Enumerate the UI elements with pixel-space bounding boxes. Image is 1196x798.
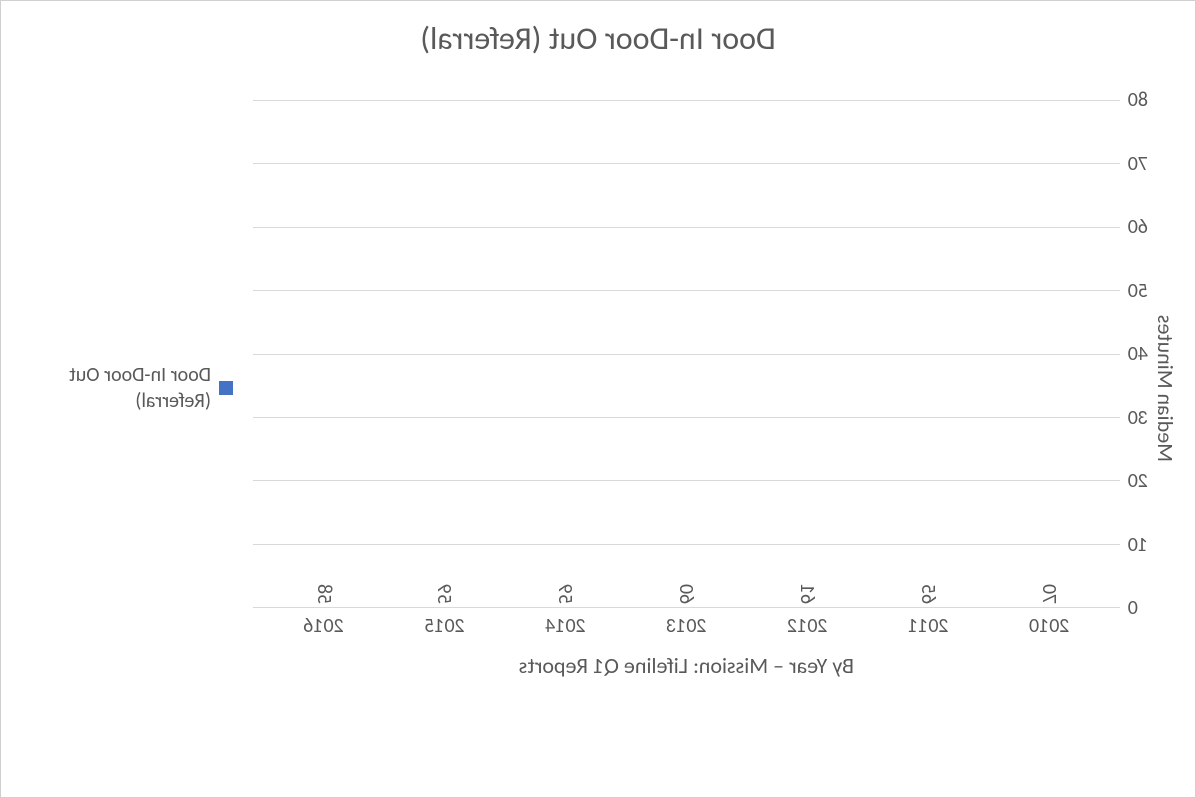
- x-tick: 2015: [389, 614, 499, 638]
- bar-value-label: 58: [312, 584, 336, 604]
- legend-label: Door In-Door Out (Referral): [13, 362, 211, 414]
- x-axis-ticks: 2010 2011 2012 2013 2014 2015 2016: [253, 608, 1120, 638]
- chart-body: Median Minutes 80 70 60 50 40 30 20 10 0: [13, 68, 1183, 708]
- chart-mirrored-inner: Door In-Door Out (Referral) Median Minut…: [13, 19, 1183, 791]
- bars-row: 70 65 61 60: [253, 100, 1120, 608]
- bar-value-label: 59: [553, 584, 577, 604]
- x-tick: 2010: [994, 614, 1104, 638]
- plot-area: 70 65 61 60: [253, 68, 1120, 608]
- legend: Door In-Door Out (Referral): [13, 68, 253, 708]
- y-axis-ticks: 80 70 60 50 40 30 20 10 0: [1120, 100, 1148, 608]
- legend-swatch: [219, 381, 233, 395]
- x-axis-label: By Year – Mission: Lifeline Q1 Reports: [253, 652, 1120, 679]
- x-tick: 2013: [631, 614, 741, 638]
- x-tick: 2014: [510, 614, 620, 638]
- chart-container: Door In-Door Out (Referral) Median Minut…: [0, 0, 1196, 798]
- y-axis-label: Median Minutes: [1148, 68, 1183, 708]
- x-tick: 2012: [752, 614, 862, 638]
- plot-wrap: 70 65 61 60: [253, 68, 1120, 708]
- bar-value-label: 70: [1037, 584, 1061, 604]
- bar-value-label: 59: [432, 584, 456, 604]
- bar-value-label: 61: [795, 584, 819, 604]
- bar-value-label: 65: [916, 584, 940, 604]
- x-tick: 2016: [269, 614, 379, 638]
- legend-item: Door In-Door Out (Referral): [13, 362, 233, 414]
- chart-title: Door In-Door Out (Referral): [13, 19, 1183, 58]
- x-tick: 2011: [873, 614, 983, 638]
- bar-value-label: 60: [674, 584, 698, 604]
